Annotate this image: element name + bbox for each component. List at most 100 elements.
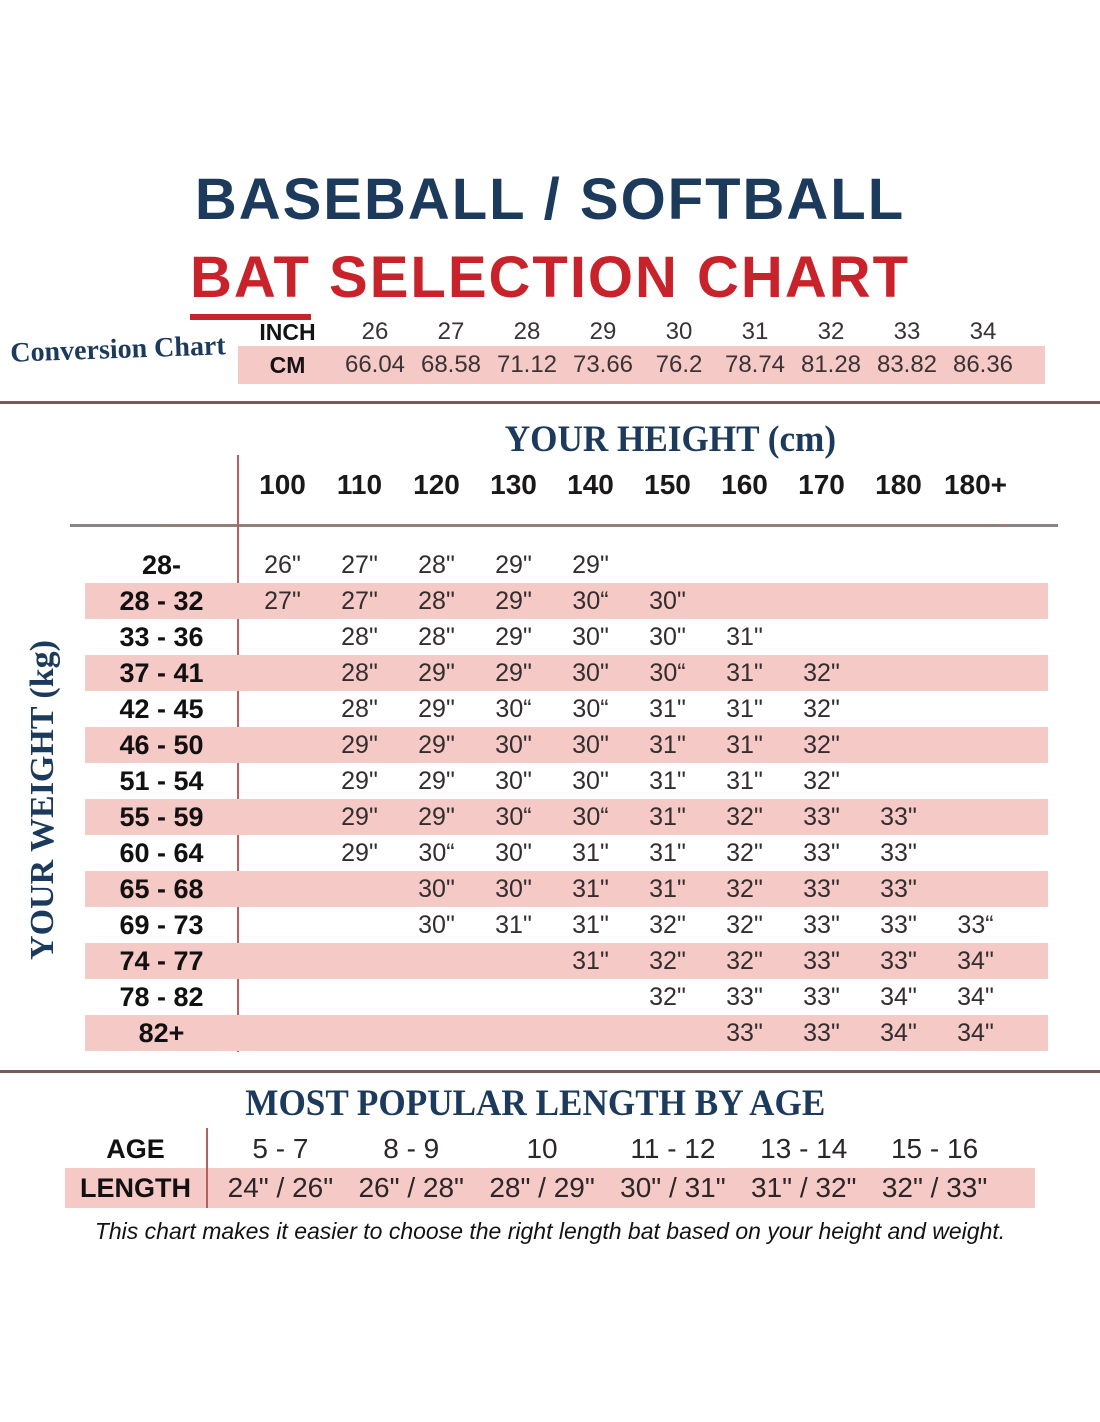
bat-length-cell (937, 799, 1014, 835)
bat-length-cell: 34" (957, 1019, 994, 1047)
weight-row: 78 - 82 32" 33" 33" 34" 34" (0, 979, 1100, 1015)
conversion-inch-value: 31 (741, 318, 769, 345)
bat-length-cell: 28" (341, 623, 378, 651)
bat-length-cell: 32" (649, 911, 686, 939)
height-column-header: 110 (336, 469, 383, 500)
bat-length-cell: 32" (726, 875, 763, 903)
bat-length-cell (398, 943, 475, 979)
bat-length-cell: 33" (803, 947, 840, 975)
conversion-inch-row: INCH 26 27 28 29 30 31 32 33 34 (238, 318, 1021, 346)
bat-length-cell: 31" (726, 767, 763, 795)
bat-length-cell: 32" (726, 947, 763, 975)
conversion-cm-value: 76.2 (655, 351, 703, 378)
bat-length-cell: 28" (341, 659, 378, 687)
bat-length-cell: 33“ (957, 911, 994, 939)
weight-row: 69 - 73 30" 31" 31" 32" 32" 33" 33" 33“ (0, 907, 1100, 943)
bat-length-cell (244, 871, 321, 907)
bat-length-cell: 33" (803, 875, 840, 903)
bat-length-cells: 29" 30“ 30" 31" 31" 32" 33" 33" (244, 835, 1014, 871)
bat-length-cell: 31" (726, 659, 763, 687)
bat-length-cell (937, 871, 1014, 907)
bat-length-cell (321, 871, 398, 907)
length-value: 26" / 28" (358, 1172, 464, 1203)
bat-length-cell (475, 979, 552, 1015)
weight-range-label: 46 - 50 (119, 730, 204, 760)
conversion-inch-value: 29 (589, 318, 617, 345)
bat-length-cell (244, 691, 321, 727)
bat-length-cell (783, 583, 860, 619)
poster-title-line2: BAT SELECTION CHART (0, 245, 1100, 320)
bat-length-cell: 30“ (495, 695, 532, 723)
age-row-values: 5 - 7 8 - 9 10 11 - 12 13 - 14 15 - 16 (215, 1130, 1000, 1168)
bat-length-cell: 30" (572, 731, 609, 759)
bat-length-cell (860, 619, 937, 655)
weight-range-label: 82+ (138, 1018, 185, 1048)
height-column-header: 170 (798, 469, 845, 500)
bat-length-cell: 30" (495, 839, 532, 867)
bat-length-cell: 30" (649, 587, 686, 615)
weight-range-label: 78 - 82 (119, 982, 204, 1012)
bat-length-cell: 30" (495, 767, 532, 795)
bat-length-cell: 30" (572, 767, 609, 795)
weight-row: 60 - 64 29" 30“ 30" 31" 31" 32" 33" 33" (0, 835, 1100, 871)
bat-length-cells: 32" 33" 33" 34" 34" (244, 979, 1014, 1015)
bat-length-cell (244, 799, 321, 835)
bat-length-cell: 29" (418, 695, 455, 723)
bat-length-cell: 31" (649, 839, 686, 867)
height-column-header: 180+ (943, 469, 1008, 500)
bat-length-cells: 29" 29" 30“ 30“ 31" 32" 33" 33" (244, 799, 1014, 835)
bat-length-cell: 31" (726, 623, 763, 651)
bat-length-cell: 33" (726, 983, 763, 1011)
bat-length-cell (244, 619, 321, 655)
weight-row: 33 - 36 28" 28" 29" 30" 30" 31" (0, 619, 1100, 655)
height-column-header: 150 (644, 469, 691, 500)
bat-length-cell (860, 547, 937, 583)
bat-length-cell (244, 727, 321, 763)
bat-length-cell (321, 979, 398, 1015)
bat-length-cell (937, 655, 1014, 691)
footer-note: This chart makes it easier to choose the… (94, 1218, 1006, 1244)
bat-length-cell: 31" (726, 695, 763, 723)
bat-length-cell (552, 979, 629, 1015)
bat-length-cell: 30" (572, 623, 609, 651)
age-value: 10 (526, 1133, 558, 1164)
bat-length-cell: 30“ (495, 803, 532, 831)
bat-length-cell: 30“ (649, 659, 686, 687)
bat-length-cell (629, 547, 706, 583)
conversion-inch-value: 33 (893, 318, 921, 345)
bat-length-cell (244, 1015, 321, 1051)
bat-length-cell (244, 907, 321, 943)
weight-range-label: 28- (141, 550, 182, 580)
bat-length-cell: 27" (341, 551, 378, 579)
bat-length-cell: 29" (495, 551, 532, 579)
weight-range-label: 28 - 32 (119, 586, 204, 616)
bat-length-cell (244, 835, 321, 871)
bat-length-cell: 31" (726, 731, 763, 759)
conversion-inch-value: 28 (513, 318, 541, 345)
weight-range-label: 74 - 77 (119, 946, 204, 976)
bat-length-cell: 32" (803, 695, 840, 723)
conversion-inch-value: 34 (969, 318, 997, 345)
bat-length-cell: 29" (418, 731, 455, 759)
bat-length-cell: 30" (495, 875, 532, 903)
weight-range-label: 55 - 59 (119, 802, 204, 832)
bat-length-cell: 29" (418, 659, 455, 687)
conversion-cm-header: CM (269, 352, 306, 378)
bat-length-cell: 34" (880, 983, 917, 1011)
bat-length-cell: 29" (495, 623, 532, 651)
weight-row: 51 - 54 29" 29" 30" 30" 31" 31" 32" (0, 763, 1100, 799)
height-column-header: 140 (567, 469, 614, 500)
length-row-header: LENGTH (80, 1173, 191, 1203)
bat-length-cell: 29" (341, 803, 378, 831)
weight-row: 28- 26" 27" 28" 29" 29" (0, 547, 1100, 583)
weight-row: 42 - 45 28" 29" 30“ 30“ 31" 31" 32" (0, 691, 1100, 727)
bat-length-cells: 26" 27" 28" 29" 29" (244, 547, 1014, 583)
bat-length-cell (321, 943, 398, 979)
bat-length-cell: 31" (649, 875, 686, 903)
bat-length-cell: 32" (726, 803, 763, 831)
age-section-title: MOST POPULAR LENGTH BY AGE (244, 1083, 826, 1124)
divider-top (0, 401, 1100, 404)
conversion-cm-value: 83.82 (876, 351, 938, 378)
length-value: 32" / 33" (881, 1172, 988, 1203)
